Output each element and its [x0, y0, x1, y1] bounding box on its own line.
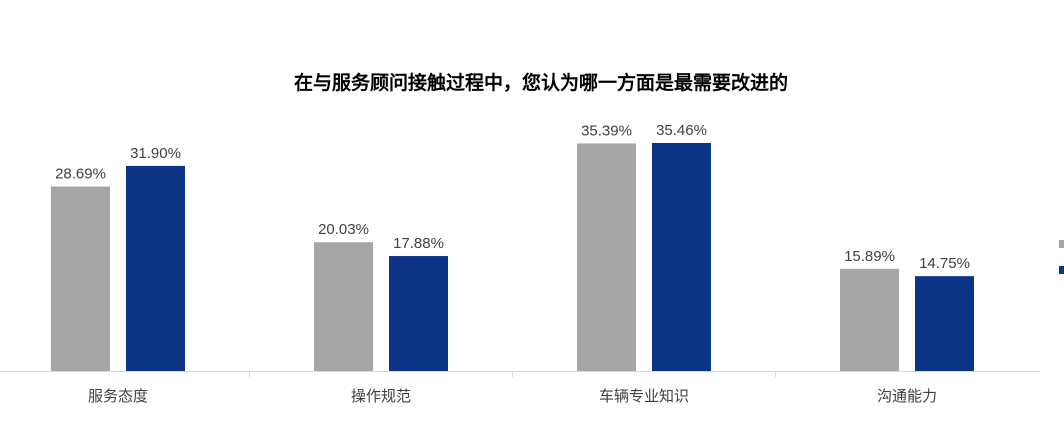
legend-cropped: [1059, 240, 1064, 274]
legend-marker-s2: [1059, 266, 1064, 274]
data-label-s2-1: 17.88%: [393, 235, 444, 252]
chart-title: 在与服务顾问接触过程中，您认为哪一方面是最需要改进的: [293, 72, 788, 94]
bar-s1-1: [314, 242, 373, 371]
bar-s2-2: [652, 143, 711, 371]
data-label-s2-3: 14.75%: [919, 255, 970, 272]
bar-s2-3: [915, 276, 974, 371]
data-label-s2-2: 35.46%: [656, 122, 707, 139]
data-label-s2-0: 31.90%: [130, 145, 181, 162]
data-label-s1-2: 35.39%: [581, 122, 632, 139]
data-label-s1-1: 20.03%: [318, 221, 369, 238]
bar-s2-1: [389, 256, 448, 371]
category-label-3: 沟通能力: [877, 387, 937, 405]
category-label-0: 服务态度: [88, 387, 148, 405]
x-axis: 服务态度 操作规范 车辆专业知识 沟通能力: [0, 371, 1040, 405]
data-label-s1-3: 15.89%: [844, 248, 895, 265]
bar-s1-0: [51, 186, 110, 371]
data-label-s1-0: 28.69%: [55, 166, 106, 183]
category-label-1: 操作规范: [351, 387, 411, 405]
category-label-2: 车辆专业知识: [599, 387, 689, 405]
value-labels-layer: 28.69% 20.03% 35.39% 15.89% 31.90% 17.88% 35.4…: [55, 122, 970, 272]
legend-marker-s1: [1059, 240, 1064, 248]
bars-layer: [51, 143, 974, 371]
bar-s1-3: [840, 268, 899, 371]
bar-s2-0: [126, 165, 185, 371]
bar-s1-2: [577, 143, 636, 371]
